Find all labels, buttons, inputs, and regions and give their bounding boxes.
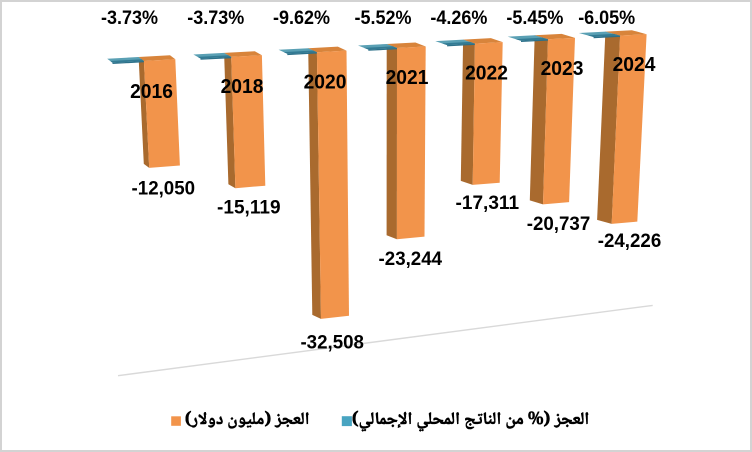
- svg-text:-15,119: -15,119: [217, 196, 281, 218]
- svg-text:-5.52%: -5.52%: [355, 7, 412, 29]
- svg-text:2022: 2022: [465, 62, 508, 84]
- svg-text:2023: 2023: [541, 58, 584, 80]
- svg-text:2021: 2021: [386, 67, 429, 89]
- svg-text:-6.05%: -6.05%: [578, 7, 635, 29]
- svg-text:-4.26%: -4.26%: [430, 7, 487, 29]
- svg-text:-23,244: -23,244: [379, 248, 443, 270]
- svg-text:2016: 2016: [130, 81, 173, 103]
- svg-text:-3.73%: -3.73%: [187, 7, 244, 29]
- svg-text:-24,226: -24,226: [598, 230, 662, 252]
- svg-text:2018: 2018: [221, 76, 264, 98]
- svg-text:-12,050: -12,050: [132, 178, 196, 200]
- svg-text:2020: 2020: [304, 71, 347, 93]
- svg-text:2024: 2024: [613, 54, 657, 76]
- svg-text:-17,311: -17,311: [456, 192, 520, 214]
- svg-text:-9.62%: -9.62%: [273, 7, 330, 29]
- svg-text:-20,737: -20,737: [527, 213, 591, 235]
- svg-text:-5.45%: -5.45%: [506, 7, 563, 29]
- svg-text:-3.73%: -3.73%: [101, 7, 158, 29]
- svg-text:-32,508: -32,508: [300, 332, 364, 354]
